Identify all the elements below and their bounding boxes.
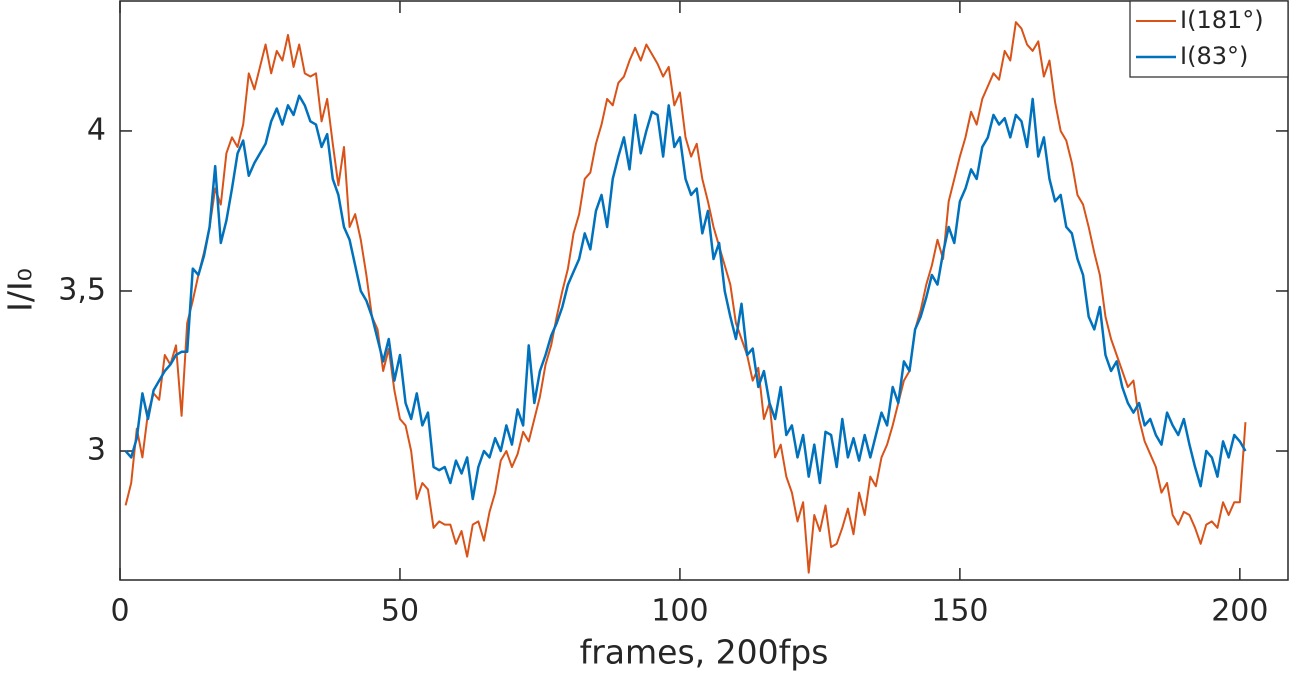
- x-tick-label: 0: [110, 594, 129, 629]
- x-tick-label: 100: [651, 594, 708, 629]
- y-tick-label: 4: [87, 112, 106, 147]
- y-axis-label: I/I₀: [1, 268, 40, 312]
- x-tick-label: 200: [1211, 594, 1268, 629]
- x-axis-label: frames, 200fps: [580, 633, 829, 672]
- legend-box: [1129, 0, 1289, 78]
- y-tick-label: 3: [87, 433, 106, 468]
- y-tick-label: 3,5: [58, 272, 106, 307]
- legend-label: I(83°): [1180, 42, 1248, 70]
- x-tick-label: 50: [381, 594, 419, 629]
- legend-label: I(181°): [1180, 6, 1264, 34]
- series-line: [124, 21, 1247, 574]
- x-tick-label: 150: [931, 594, 988, 629]
- series-line: [124, 94, 1247, 501]
- plot-box: [119, 0, 1289, 581]
